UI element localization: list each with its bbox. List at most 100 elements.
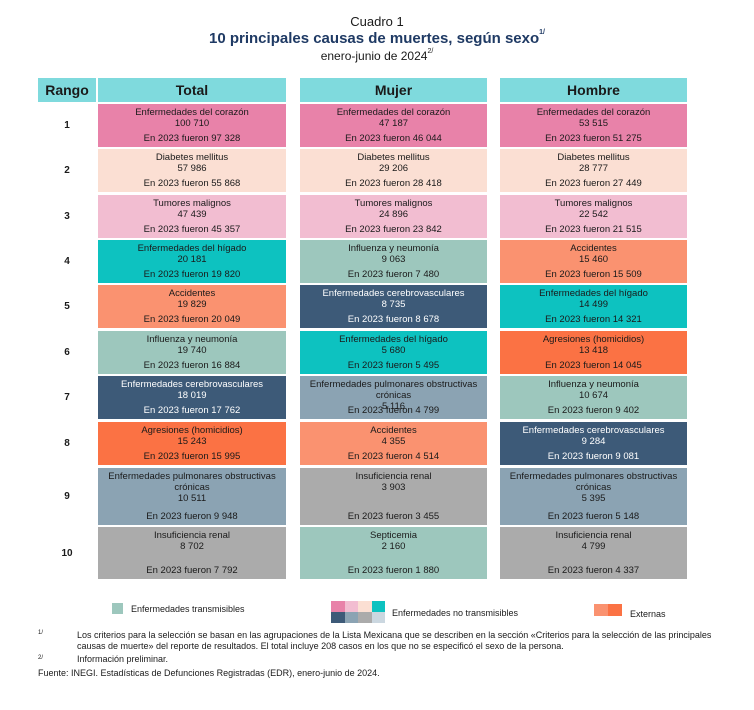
- cause-name: Enfermedades pulmonares obstructivas cró…: [108, 471, 276, 493]
- cause-cell-total: Insuficiencia renal 8 702 En 2023 fueron 7…: [98, 527, 286, 579]
- cause-previous-year: En 2023 fueron 27 449: [545, 178, 642, 189]
- cause-previous-year: En 2023 fueron 3 455: [347, 511, 440, 522]
- cause-name: Enfermedades pulmonares obstructivas cró…: [309, 379, 478, 401]
- cause-value: 15 243: [177, 436, 207, 447]
- cause-value: 57 986: [177, 163, 207, 174]
- cause-cell-total: Enfermedades del hígado 20 181 En 2023 fue…: [98, 240, 286, 283]
- cause-cell-total: Enfermedades cerebrovasculares 18 019 En 2…: [98, 376, 286, 419]
- cause-name: Tumores malignos: [153, 198, 231, 209]
- cause-cell-mujer: Accidentes 4 355 En 2023 fueron 4 514: [300, 422, 487, 465]
- cause-value: 10 511: [177, 493, 207, 504]
- table-subtitle: enero-junio de 20242/: [320, 48, 434, 63]
- legend-swatch-tile: [608, 604, 622, 616]
- cause-value: 28 777: [578, 163, 609, 174]
- cause-previous-year: En 2023 fueron 17 762: [143, 405, 241, 416]
- legend-label-externas: Externas: [630, 609, 666, 619]
- cause-name: Enfermedades del corazón: [135, 107, 249, 118]
- rank-label: 3: [64, 211, 70, 222]
- cause-previous-year: En 2023 fueron 16 884: [143, 360, 241, 371]
- cause-previous-year: En 2023 fueron 7 792: [146, 565, 238, 576]
- cause-value: 29 206: [378, 163, 409, 174]
- cause-cell-total: Agresiones (homicidios) 15 243 En 2023 fue…: [98, 422, 286, 465]
- cause-name: Septicemia: [370, 530, 417, 541]
- cause-name: Influenza y neumonía: [548, 379, 639, 390]
- cause-value: 13 418: [578, 345, 609, 356]
- legend-swatch-tile: [344, 612, 358, 623]
- cause-cell-total: Accidentes 19 829 En 2023 fueron 20 049: [98, 285, 286, 328]
- cause-value: 9 284: [581, 436, 606, 447]
- rank-label: 1: [64, 120, 70, 131]
- cause-value: 15 460: [578, 254, 609, 265]
- cause-name: Enfermedades del hígado: [339, 334, 448, 345]
- rank-label: 2: [64, 165, 70, 176]
- cause-cell-mujer: Influenza y neumonía 9 063 En 2023 fueron …: [300, 240, 487, 283]
- cause-cell-hombre: Influenza y neumonía 10 674 En 2023 fueron…: [500, 376, 687, 419]
- cause-cell-mujer: Tumores malignos 24 896 En 2023 fueron 23 …: [300, 195, 487, 238]
- rank-label: 5: [64, 301, 70, 312]
- cause-previous-year: En 2023 fueron 4 337: [547, 565, 640, 576]
- cause-value: 9 063: [381, 254, 406, 265]
- cause-name: Tumores malignos: [554, 198, 633, 209]
- cause-cell-total: Enfermedades pulmonares obstructivas cró…: [98, 468, 286, 525]
- cause-name: Enfermedades cerebrovasculares: [322, 288, 465, 299]
- cause-value: 53 515: [578, 118, 609, 129]
- cause-value: 20 181: [177, 254, 207, 265]
- cause-cell-total: Influenza y neumonía 19 740 En 2023 fueron…: [98, 331, 286, 374]
- cause-previous-year: En 2023 fueron 9 948: [146, 511, 238, 522]
- cause-name: Enfermedades cerebrovasculares: [120, 379, 264, 390]
- cause-cell-hombre: Enfermedades cerebrovasculares 9 284 En 20…: [500, 422, 687, 465]
- cause-cell-total: Tumores malignos 47 439 En 2023 fueron 45 …: [98, 195, 286, 238]
- cause-name: Agresiones (homicidios): [542, 334, 645, 345]
- cause-name: Insuficiencia renal: [355, 471, 432, 482]
- legend-swatch-tile: [344, 601, 358, 612]
- cause-previous-year: En 2023 fueron 28 418: [345, 178, 442, 189]
- note-1-text: Los criterios para la selección se basan…: [77, 630, 712, 651]
- cause-previous-year: En 2023 fueron 9 081: [547, 451, 640, 462]
- note-1-marker: 1/: [38, 630, 44, 636]
- legend-swatch-externas: [594, 604, 622, 616]
- cause-name: Accidentes: [168, 288, 216, 299]
- legend-swatch-no-transmisibles: [331, 601, 385, 623]
- cause-name: Enfermedades cerebrovasculares: [522, 425, 665, 436]
- cause-value: 47 439: [177, 209, 207, 220]
- cause-value: 19 740: [177, 345, 207, 356]
- cause-name: Influenza y neumonía: [146, 334, 238, 345]
- cause-cell-hombre: Accidentes 15 460 En 2023 fueron 15 509: [500, 240, 687, 283]
- cause-name: Diabetes mellitus: [357, 152, 430, 163]
- cause-previous-year: En 2023 fueron 7 480: [347, 269, 440, 280]
- cause-previous-year: En 2023 fueron 8 678: [347, 314, 440, 325]
- legend-swatch-transmisibles: [112, 603, 123, 614]
- rank-label: 4: [64, 256, 70, 267]
- cause-name: Diabetes mellitus: [155, 152, 229, 163]
- legend-label-transmisibles: Enfermedades transmisibles: [131, 604, 245, 614]
- rank-label: 10: [61, 547, 73, 559]
- cause-previous-year: En 2023 fueron 5 148: [547, 511, 640, 522]
- cause-previous-year: En 2023 fueron 51 275: [545, 133, 642, 144]
- legend-swatch-tile: [331, 601, 345, 612]
- cause-previous-year: En 2023 fueron 55 868: [143, 178, 241, 189]
- cause-name: Tumores malignos: [354, 198, 433, 209]
- cause-cell-hombre: Tumores malignos 22 542 En 2023 fueron 21 …: [500, 195, 687, 238]
- cause-cell-mujer: Enfermedades del hígado 5 680 En 2023 fuer…: [300, 331, 487, 374]
- cause-value: 10 674: [578, 390, 609, 401]
- cause-value: 14 499: [578, 299, 609, 310]
- cause-value: 22 542: [578, 209, 609, 220]
- legend-swatch-tile: [371, 612, 385, 623]
- source-note: Fuente: INEGI. Estadísticas de Defuncion…: [38, 668, 380, 678]
- cause-name: Enfermedades del hígado: [137, 243, 247, 254]
- cause-name: Enfermedades pulmonares obstructivas cró…: [509, 471, 678, 493]
- cause-value: 5 116: [381, 401, 406, 412]
- legend-swatch-tile: [331, 612, 345, 623]
- cause-cell-mujer: Insuficiencia renal 3 903 En 2023 fueron 3…: [300, 468, 487, 525]
- legend-swatch-tile: [358, 601, 372, 612]
- cause-previous-year: En 2023 fueron 15 995: [143, 451, 241, 462]
- table-title: 10 principales causas de muertes, según …: [209, 29, 545, 47]
- column-header-rank: Rango: [38, 78, 96, 102]
- cause-value: 100 710: [174, 118, 210, 129]
- cause-value: 5 680: [381, 345, 406, 356]
- cause-value: 5 395: [581, 493, 606, 504]
- note-2-marker: 2/: [38, 655, 44, 661]
- rank-label: 7: [64, 392, 70, 403]
- cause-value: 8 735: [381, 299, 406, 310]
- cause-previous-year: En 2023 fueron 97 328: [143, 133, 241, 144]
